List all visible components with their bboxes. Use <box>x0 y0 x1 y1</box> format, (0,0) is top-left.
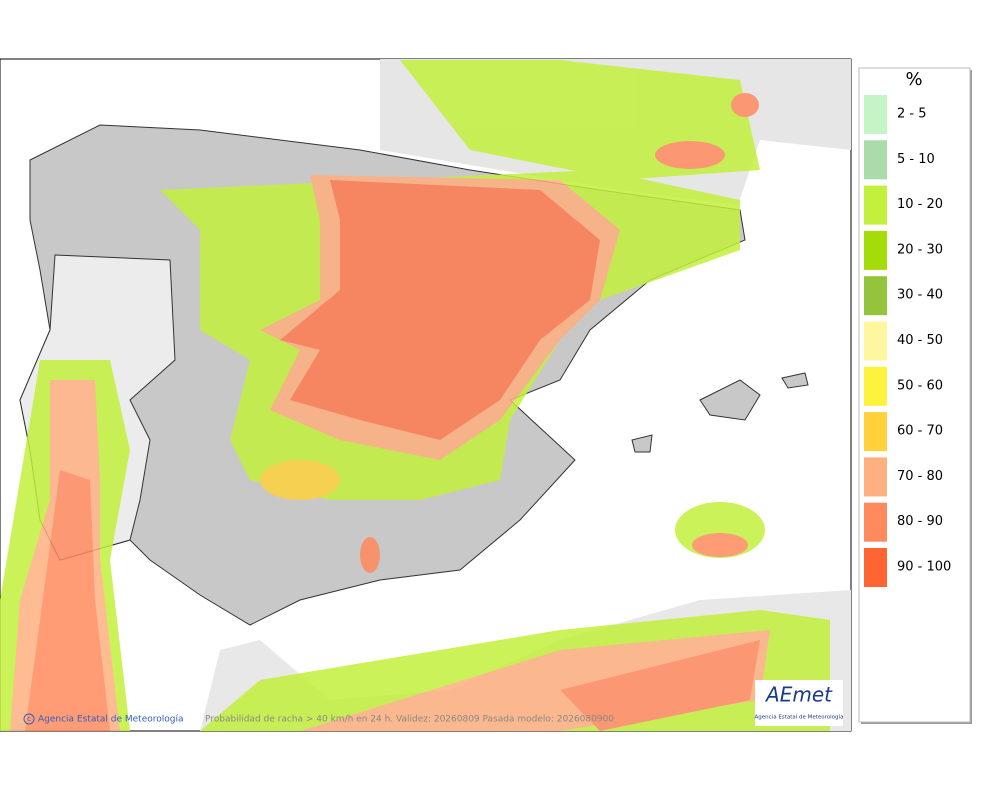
legend-swatch <box>864 185 887 225</box>
legend-swatch <box>864 548 887 587</box>
legend-label: 90 - 100 <box>897 560 951 575</box>
legend: % 2 - 5 5 - 10 10 - 20 20 - 30 30 - 40 40 - 5… <box>858 67 972 724</box>
mallorca <box>699 379 761 421</box>
menorca <box>781 372 809 389</box>
legend-label: 80 - 90 <box>897 514 943 529</box>
ibiza <box>631 434 653 453</box>
legend-label: 2 - 5 <box>897 107 927 122</box>
legend-swatch <box>864 230 887 270</box>
legend-title: % <box>905 69 922 90</box>
legend-swatch <box>864 366 887 406</box>
logo-subtitle: Agencia Estatal de Meteorología <box>755 714 844 721</box>
legend-label: 40 - 50 <box>897 333 943 348</box>
credit: Agencia Estatal de Meteorología <box>38 715 184 725</box>
legend-label: 60 - 70 <box>897 424 943 439</box>
copyright-icon-c: c <box>27 715 31 723</box>
legend-swatch <box>864 95 887 134</box>
copyright-icon <box>23 713 35 725</box>
legend-label: 30 - 40 <box>897 288 943 303</box>
legend-swatch <box>864 412 887 452</box>
caption: Probabilidad de racha > 40 km/h en 24 h.… <box>205 715 614 725</box>
legend-label: 20 - 30 <box>897 242 943 257</box>
probability-fields <box>0 60 830 731</box>
logo-box <box>755 680 843 726</box>
legend-swatch <box>864 457 887 497</box>
legend-swatch <box>864 140 887 180</box>
legend-label: 5 - 10 <box>897 152 935 167</box>
footer: c Agencia Estatal de Meteorología Probab… <box>23 713 614 725</box>
legend-label: 70 - 80 <box>897 469 943 484</box>
logo: AEmet Agencia Estatal de Meteorología <box>755 680 844 726</box>
legend-swatch <box>864 276 887 316</box>
map <box>0 58 852 732</box>
logo-name: AEmet <box>764 683 833 707</box>
legend-swatch <box>864 321 887 361</box>
legend-label: 50 - 60 <box>897 378 943 393</box>
legend-swatch <box>864 502 887 542</box>
legend-label: 10 - 20 <box>897 197 943 212</box>
